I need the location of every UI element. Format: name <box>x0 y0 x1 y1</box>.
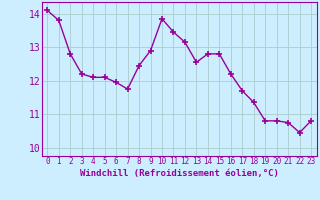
X-axis label: Windchill (Refroidissement éolien,°C): Windchill (Refroidissement éolien,°C) <box>80 169 279 178</box>
